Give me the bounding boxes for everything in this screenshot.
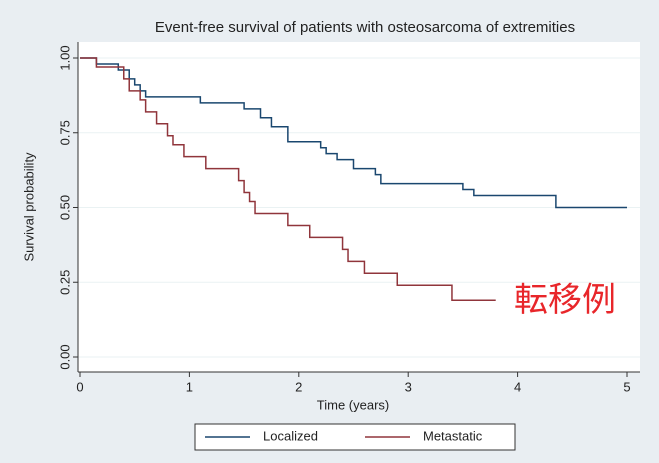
x-tick-label: 1: [186, 379, 193, 394]
y-tick-label: 1.00: [57, 45, 72, 70]
survival-line: [80, 57, 496, 301]
legend-label: Metastatic: [423, 428, 483, 443]
x-tick-label: 5: [623, 379, 630, 394]
y-axis-label: Survival probability: [21, 152, 36, 262]
legend-label: Localized: [263, 428, 318, 443]
chart-title: Event-free survival of patients with ost…: [155, 19, 575, 36]
y-tick-label: 0.75: [57, 120, 72, 145]
survival-line: [80, 57, 627, 209]
y-tick-label: 0.25: [57, 270, 72, 295]
y-tick-label: 0.50: [57, 195, 72, 220]
x-tick-label: 2: [295, 379, 302, 394]
annotation: 転移例: [514, 281, 616, 319]
y-tick-label: 0.00: [57, 344, 72, 369]
x-tick-label: 4: [514, 379, 521, 394]
x-axis-label: Time (years): [317, 397, 389, 412]
x-tick-label: 0: [76, 379, 83, 394]
x-tick-label: 3: [405, 379, 412, 394]
